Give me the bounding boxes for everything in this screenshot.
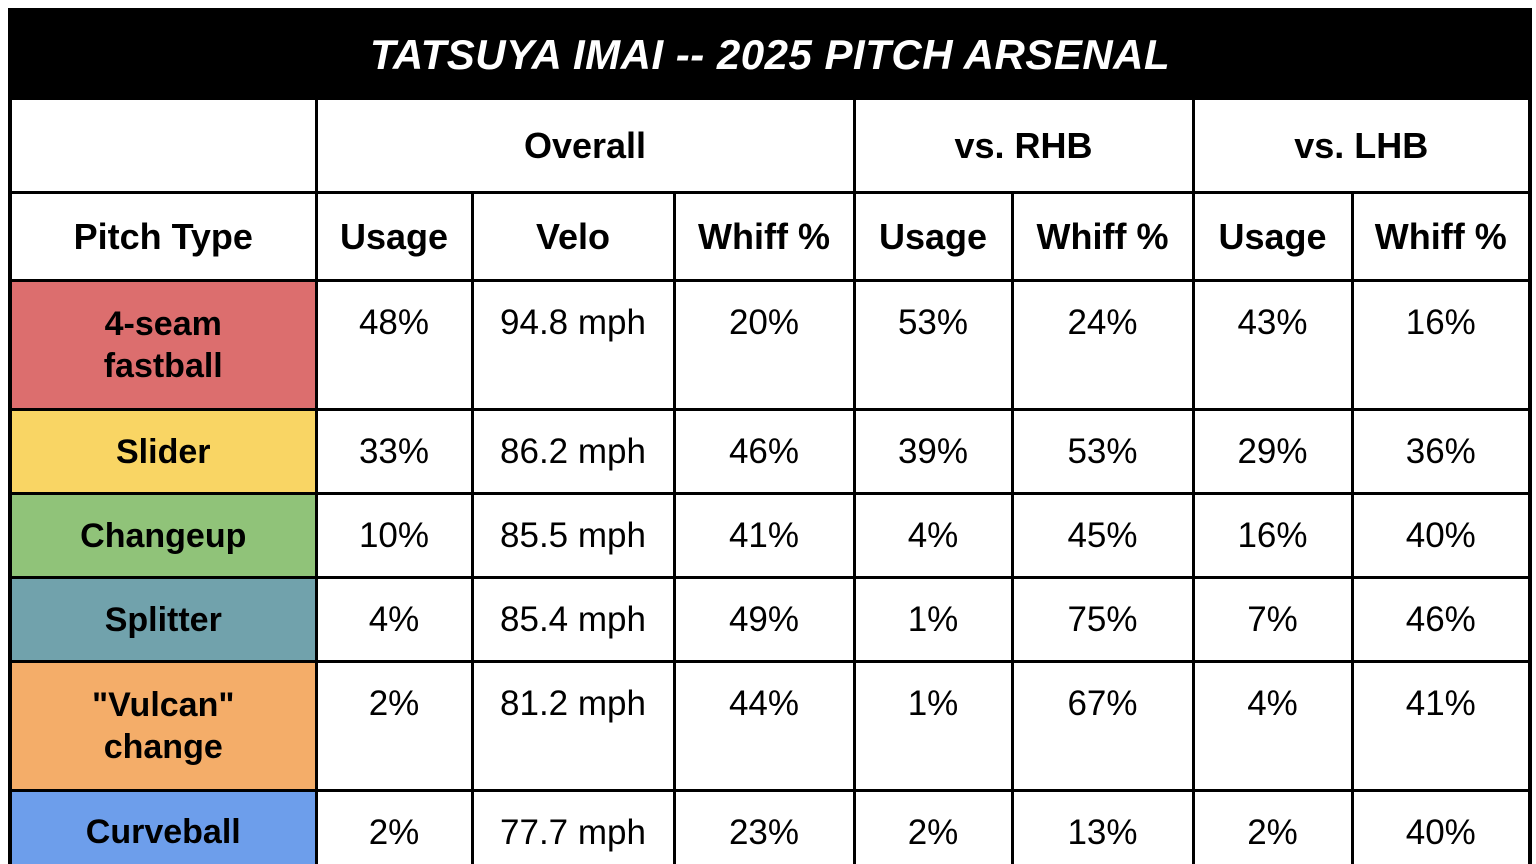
col-header-lhb-usage: Usage xyxy=(1191,191,1354,282)
rhb-usage-value: 4% xyxy=(852,492,1014,579)
rhb-whiff-value: 67% xyxy=(1010,660,1195,792)
lhb-whiff-value: 46% xyxy=(1350,576,1532,663)
lhb-whiff-value: 41% xyxy=(1350,660,1532,792)
lhb-whiff-value: 40% xyxy=(1350,789,1532,864)
lhb-usage-value: 2% xyxy=(1191,789,1354,864)
rhb-usage-value: 1% xyxy=(852,576,1014,663)
col-header-rhb-usage: Usage xyxy=(852,191,1014,282)
lhb-usage-value: 7% xyxy=(1191,576,1354,663)
overall-whiff-value: 23% xyxy=(672,789,856,864)
overall-usage-value: 33% xyxy=(314,408,474,495)
table-row-4-seam-fastball: 4-seam fastball 48% 94.8 mph 20% 53% 24%… xyxy=(8,279,1532,411)
overall-whiff-value: 41% xyxy=(672,492,856,579)
table-title: TATSUYA IMAI -- 2025 PITCH ARSENAL xyxy=(8,8,1532,100)
overall-whiff-value: 46% xyxy=(672,408,856,495)
lhb-usage-value: 43% xyxy=(1191,279,1354,411)
col-header-pitch-type: Pitch Type xyxy=(8,191,318,282)
pitch-name-cell: Curveball xyxy=(8,789,318,864)
overall-velo-value: 85.5 mph xyxy=(470,492,676,579)
lhb-whiff-value: 40% xyxy=(1350,492,1532,579)
lhb-usage-value: 4% xyxy=(1191,660,1354,792)
lhb-usage-value: 16% xyxy=(1191,492,1354,579)
overall-velo-value: 85.4 mph xyxy=(470,576,676,663)
rhb-whiff-value: 75% xyxy=(1010,576,1195,663)
rhb-usage-value: 1% xyxy=(852,660,1014,792)
pitch-name-cell: Splitter xyxy=(8,576,318,663)
table-row-vulcan-change: "Vulcan" change 2% 81.2 mph 44% 1% 67% 4… xyxy=(8,660,1532,792)
rhb-whiff-value: 53% xyxy=(1010,408,1195,495)
pitch-name-cell: Changeup xyxy=(8,492,318,579)
overall-whiff-value: 20% xyxy=(672,279,856,411)
overall-usage-value: 2% xyxy=(314,789,474,864)
table-row-splitter: Splitter 4% 85.4 mph 49% 1% 75% 7% 46% xyxy=(8,576,1532,663)
overall-usage-value: 10% xyxy=(314,492,474,579)
pitch-arsenal-table: TATSUYA IMAI -- 2025 PITCH ARSENAL Overa… xyxy=(8,8,1533,864)
table-row-curveball: Curveball 2% 77.7 mph 23% 2% 13% 2% 40% xyxy=(8,789,1532,864)
col-header-overall-velo: Velo xyxy=(470,191,676,282)
col-header-rhb-whiff: Whiff % xyxy=(1010,191,1195,282)
rhb-whiff-value: 13% xyxy=(1010,789,1195,864)
group-header-overall: Overall xyxy=(314,97,856,194)
lhb-whiff-value: 16% xyxy=(1350,279,1532,411)
title-row: TATSUYA IMAI -- 2025 PITCH ARSENAL xyxy=(8,8,1532,100)
pitch-name-cell: Slider xyxy=(8,408,318,495)
column-header-row: Pitch Type Usage Velo Whiff % Usage Whif… xyxy=(8,191,1532,282)
rhb-usage-value: 2% xyxy=(852,789,1014,864)
overall-velo-value: 77.7 mph xyxy=(470,789,676,864)
rhb-usage-value: 39% xyxy=(852,408,1014,495)
rhb-whiff-value: 24% xyxy=(1010,279,1195,411)
pitch-name-cell: "Vulcan" change xyxy=(8,660,318,792)
col-header-overall-usage: Usage xyxy=(314,191,474,282)
col-header-overall-whiff: Whiff % xyxy=(672,191,856,282)
overall-velo-value: 94.8 mph xyxy=(470,279,676,411)
rhb-whiff-value: 45% xyxy=(1010,492,1195,579)
overall-whiff-value: 44% xyxy=(672,660,856,792)
overall-velo-value: 86.2 mph xyxy=(470,408,676,495)
col-header-lhb-whiff: Whiff % xyxy=(1350,191,1532,282)
table-row-changeup: Changeup 10% 85.5 mph 41% 4% 45% 16% 40% xyxy=(8,492,1532,579)
pitch-name-cell: 4-seam fastball xyxy=(8,279,318,411)
column-group-header-row: Overall vs. RHB vs. LHB xyxy=(8,97,1532,194)
lhb-whiff-value: 36% xyxy=(1350,408,1532,495)
overall-usage-value: 4% xyxy=(314,576,474,663)
corner-blank-cell xyxy=(8,97,318,194)
table-row-slider: Slider 33% 86.2 mph 46% 39% 53% 29% 36% xyxy=(8,408,1532,495)
overall-usage-value: 2% xyxy=(314,660,474,792)
group-header-vs-lhb: vs. LHB xyxy=(1191,97,1532,194)
overall-velo-value: 81.2 mph xyxy=(470,660,676,792)
group-header-vs-rhb: vs. RHB xyxy=(852,97,1195,194)
overall-whiff-value: 49% xyxy=(672,576,856,663)
overall-usage-value: 48% xyxy=(314,279,474,411)
lhb-usage-value: 29% xyxy=(1191,408,1354,495)
rhb-usage-value: 53% xyxy=(852,279,1014,411)
